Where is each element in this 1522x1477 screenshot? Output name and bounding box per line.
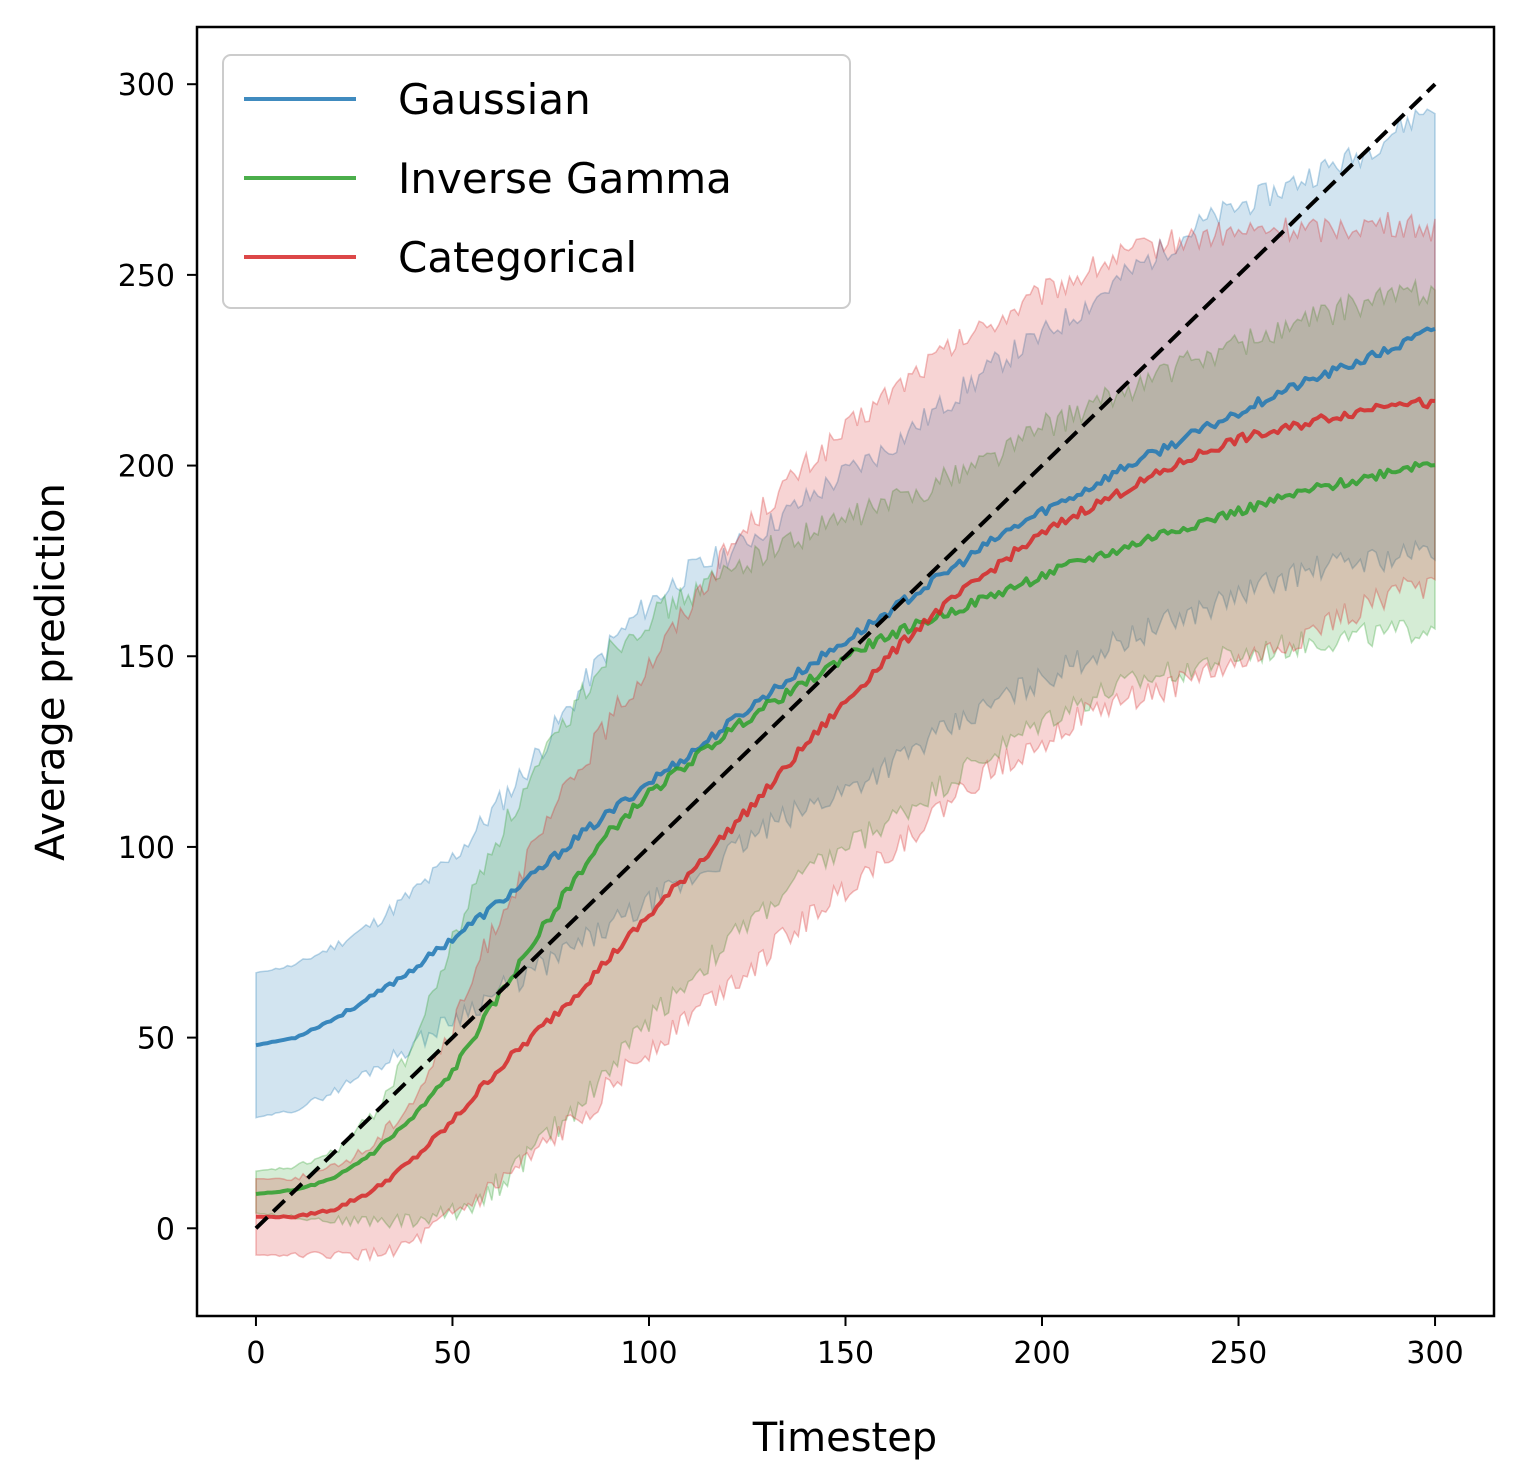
x-tick-label: 250 <box>1210 1336 1267 1371</box>
x-tick-label: 100 <box>620 1336 677 1371</box>
line-gaussian <box>255 326 1436 1048</box>
x-tick-label: 0 <box>246 1336 265 1371</box>
legend-label-inverse-gamma: Inverse Gamma <box>398 154 732 203</box>
y-tick-label: 0 <box>156 1212 175 1247</box>
legend-label-categorical: Categorical <box>398 233 637 282</box>
y-tick-label: 300 <box>118 68 175 103</box>
y-tick-label: 150 <box>118 640 175 675</box>
y-axis-ticks: 0 50 100 150 200 250 300 <box>118 68 197 1247</box>
x-axis-ticks: 0 50 100 150 200 250 300 <box>246 1316 1464 1371</box>
y-tick-label: 50 <box>137 1022 175 1057</box>
x-axis-label: Timestep <box>752 1415 937 1461</box>
confidence-bands <box>255 108 1436 1263</box>
line-categorical <box>256 396 1436 1220</box>
reference-line-group <box>254 82 1437 1230</box>
y-tick-label: 100 <box>118 831 175 866</box>
band-inverse-gamma <box>255 277 1436 1230</box>
y-tick-label: 200 <box>118 450 175 485</box>
x-tick-label: 150 <box>817 1336 874 1371</box>
legend-label-gaussian: Gaussian <box>398 75 591 124</box>
band-categorical <box>255 211 1436 1263</box>
band-gaussian <box>255 108 1436 1119</box>
legend: Gaussian Inverse Gamma Categorical <box>222 54 851 309</box>
reference-line <box>254 82 1437 1230</box>
y-axis-label: Average prediction <box>28 483 74 861</box>
x-tick-label: 300 <box>1406 1336 1463 1371</box>
legend-box <box>222 54 851 309</box>
x-tick-label: 50 <box>433 1336 471 1371</box>
y-tick-label: 250 <box>118 259 175 294</box>
x-tick-label: 200 <box>1013 1336 1070 1371</box>
